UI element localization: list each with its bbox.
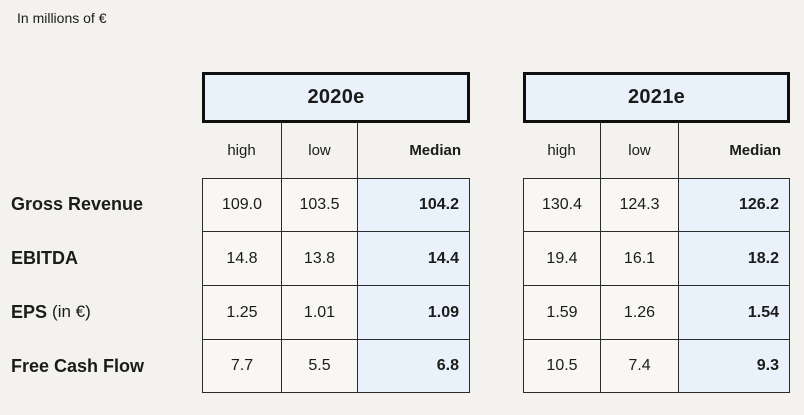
column-header-median-2020e: Median: [357, 123, 470, 178]
cell-2020e-high-eps: 1.25: [202, 285, 281, 339]
cell-2021e-median-eps: 1.54: [678, 285, 790, 339]
cell-2020e-low-eps: 1.01: [281, 285, 357, 339]
year-header-2021e: 2021e: [523, 72, 790, 123]
column-header-low-2020e: low: [281, 123, 357, 178]
cell-2021e-low-free-cash-flow: 7.4: [600, 339, 678, 393]
row-label-text: Free Cash Flow: [11, 355, 145, 376]
row-label-ebitda: EBITDA: [0, 231, 202, 285]
cell-2020e-median-gross-revenue: 104.2: [357, 178, 470, 231]
cell-2020e-high-gross-revenue: 109.0: [202, 178, 281, 231]
cell-2020e-median-ebitda: 14.4: [357, 231, 470, 285]
cell-2021e-high-gross-revenue: 130.4: [523, 178, 600, 231]
column-header-low-2021e: low: [600, 123, 678, 178]
cell-2021e-high-ebitda: 19.4: [523, 231, 600, 285]
unit-label: In millions of €: [17, 10, 107, 26]
cell-2021e-median-ebitda: 18.2: [678, 231, 790, 285]
row-label-suffix: (in €): [52, 302, 91, 321]
column-header-high-2020e: high: [227, 142, 256, 159]
row-label-free-cash-flow: Free Cash Flow: [0, 339, 202, 393]
year-header-2020e: 2020e: [202, 72, 470, 123]
cell-2021e-median-free-cash-flow: 9.3: [678, 339, 790, 393]
column-header-high-2021e: high: [547, 142, 576, 159]
cell-2021e-low-eps: 1.26: [600, 285, 678, 339]
estimates-table: 2020e 2021e high low Median high low Med…: [0, 72, 790, 393]
row-label-eps: EPS (in €): [0, 285, 202, 339]
cell-2021e-median-gross-revenue: 126.2: [678, 178, 790, 231]
row-label-text: EPS: [11, 301, 48, 322]
cell-2020e-low-gross-revenue: 103.5: [281, 178, 357, 231]
column-header-median-2021e: Median: [678, 123, 790, 178]
cell-2020e-median-eps: 1.09: [357, 285, 470, 339]
cell-2020e-median-free-cash-flow: 6.8: [357, 339, 470, 393]
cell-2020e-high-ebitda: 14.8: [202, 231, 281, 285]
cell-2021e-low-ebitda: 16.1: [600, 231, 678, 285]
row-label-gross-revenue: Gross Revenue: [0, 178, 202, 231]
cell-2020e-high-free-cash-flow: 7.7: [202, 339, 281, 393]
cell-2020e-low-ebitda: 13.8: [281, 231, 357, 285]
cell-2020e-low-free-cash-flow: 5.5: [281, 339, 357, 393]
cell-2021e-low-gross-revenue: 124.3: [600, 178, 678, 231]
cell-2021e-high-free-cash-flow: 10.5: [523, 339, 600, 393]
row-label-text: Gross Revenue: [11, 194, 144, 214]
row-label-text: EBITDA: [11, 247, 78, 268]
cell-2021e-high-eps: 1.59: [523, 285, 600, 339]
